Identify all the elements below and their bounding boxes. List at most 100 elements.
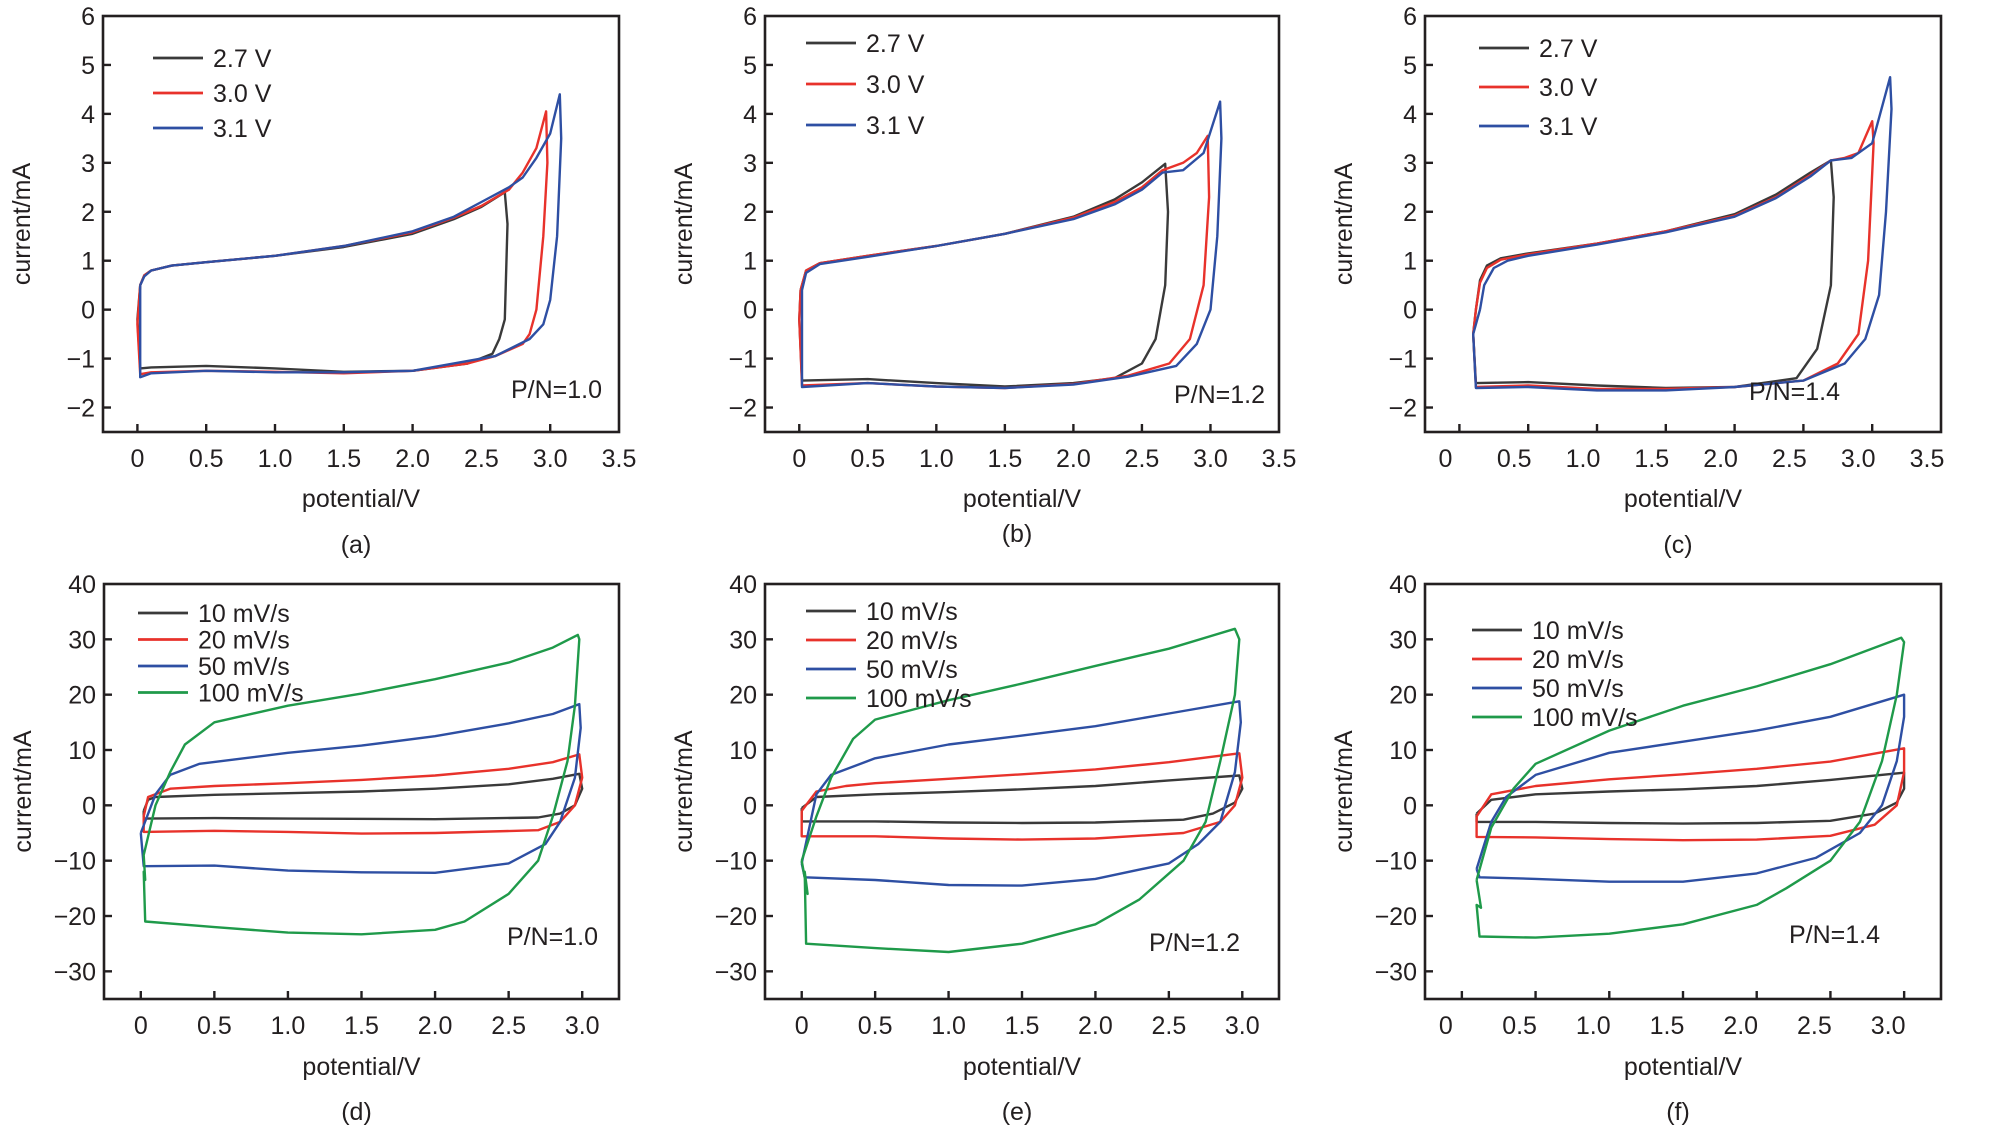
x-tick-label: 1.0 <box>258 445 293 473</box>
series-line-20-mv-s <box>1475 747 1906 842</box>
x-tick-label: 2.5 <box>464 445 499 473</box>
y-tick-label: 30 <box>68 626 96 654</box>
series-line-20-mv-s <box>800 752 1244 841</box>
y-tick-label: 2 <box>81 199 95 227</box>
series-line-100-mv-s <box>1475 636 1906 939</box>
x-tick-label: 3.0 <box>533 445 568 473</box>
series-line-3-1-v <box>1472 76 1893 392</box>
panel-caption: (b) <box>1002 520 1033 548</box>
y-tick-label: −30 <box>1375 958 1417 986</box>
x-axis-title: potential/V <box>963 485 1081 513</box>
legend: 2.7 V 3.0 V 3.1 V <box>153 45 272 143</box>
y-tick-label: 40 <box>1389 571 1417 599</box>
y-tick-label: 2 <box>1403 199 1417 227</box>
x-tick-label: 0.5 <box>850 445 885 473</box>
x-axis-title: potential/V <box>963 1053 1081 1081</box>
series-line-3-0-v <box>1472 120 1875 391</box>
x-axis-title: potential/V <box>302 1053 420 1081</box>
series-line-3-0-v <box>798 134 1211 390</box>
x-tick-label: 2.5 <box>1125 445 1160 473</box>
legend-label: 50 mV/s <box>866 656 958 684</box>
y-tick-label: 6 <box>743 3 757 31</box>
legend-label: 10 mV/s <box>198 600 290 628</box>
y-tick-label: 1 <box>1403 248 1417 276</box>
series-line-50-mv-s <box>139 702 582 874</box>
panel-caption: (d) <box>341 1098 372 1126</box>
y-tick-label: 10 <box>68 737 96 765</box>
y-tick-label: 0 <box>82 792 96 820</box>
series-group <box>136 93 563 379</box>
legend-label: 50 mV/s <box>1532 675 1624 703</box>
y-tick-label: 6 <box>81 3 95 31</box>
y-tick-label: −10 <box>715 848 757 876</box>
series-group <box>800 627 1244 954</box>
series-group <box>139 633 584 936</box>
y-tick-label: 2 <box>743 199 757 227</box>
y-tick-label: −2 <box>728 395 757 423</box>
x-tick-label: 2.5 <box>1151 1012 1186 1040</box>
x-tick-label: 0.5 <box>1497 445 1532 473</box>
legend: 2.7 V 3.0 V 3.1 V <box>1479 35 1598 141</box>
y-tick-label: 0 <box>1403 792 1417 820</box>
legend-label: 20 mV/s <box>1532 646 1624 674</box>
panel-caption: (e) <box>1002 1098 1033 1126</box>
x-tick-label: 1.0 <box>1576 1012 1611 1040</box>
y-tick-label: −2 <box>66 395 95 423</box>
chart-panel-b: 0 0.5 1.0 1.5 2.0 2.5 3.0 3.5 −2 −1 0 1 2 3 4 5 6 potenti… <box>670 3 1296 548</box>
pn-ratio-annotation: P/N=1.0 <box>511 376 602 404</box>
y-tick-label: 4 <box>743 101 757 129</box>
x-tick-label: 0 <box>1438 445 1452 473</box>
x-tick-label: 0 <box>1439 1012 1453 1040</box>
legend-label: 2.7 V <box>866 30 925 58</box>
x-tick-label: 3.5 <box>1910 445 1945 473</box>
legend-label: 100 mV/s <box>866 685 972 713</box>
y-tick-label: −20 <box>715 903 757 931</box>
y-tick-label: 5 <box>743 52 757 80</box>
chart-panel-e: 0 0.5 1.0 1.5 2.0 2.5 3.0 −30 −20 −10 0 10 20 30 40 pot… <box>670 571 1281 1126</box>
legend-label: 10 mV/s <box>1532 617 1624 645</box>
x-tick-label: 3.0 <box>565 1012 600 1040</box>
y-tick-label: 20 <box>1389 682 1417 710</box>
series-line-100-mv-s <box>800 627 1241 954</box>
series-line-3-1-v <box>139 93 563 379</box>
chart-panel-d: 0 0.5 1.0 1.5 2.0 2.5 3.0 −30 −20 −10 0 10 20 30 40 pot… <box>9 571 621 1126</box>
pn-ratio-annotation: P/N=1.0 <box>507 923 598 951</box>
x-tick-label: 1.5 <box>1005 1012 1040 1040</box>
x-tick-label: 2.0 <box>1056 445 1091 473</box>
legend-label: 3.0 V <box>1539 74 1598 102</box>
chart-panel-c: 0 0.5 1.0 1.5 2.0 2.5 3.0 3.5 −2 −1 0 1 2 3 4 5 6 potenti… <box>1330 3 1944 559</box>
panel-caption: (c) <box>1663 531 1692 559</box>
y-tick-label: −10 <box>1375 848 1417 876</box>
series-line-20-mv-s <box>142 753 584 835</box>
plot-frame <box>1423 14 1943 434</box>
y-tick-label: 10 <box>1389 737 1417 765</box>
y-tick-label: 40 <box>68 571 96 599</box>
chart-panel-a: 0 0.5 1.0 1.5 2.0 2.5 3.0 3.5 −2 −1 0 1 2 3 4 5 6 potenti… <box>8 3 636 559</box>
legend-label: 100 mV/s <box>1532 704 1638 732</box>
chart-panel-f: 0 0.5 1.0 1.5 2.0 2.5 3.0 −30 −20 −10 0 10 20 30 40 pot… <box>1330 571 1943 1126</box>
series-line-10-mv-s <box>142 772 584 821</box>
pn-ratio-annotation: P/N=1.2 <box>1174 381 1265 409</box>
legend-label: 20 mV/s <box>198 627 290 655</box>
series-line-100-mv-s <box>142 633 581 936</box>
x-tick-label: 0.5 <box>197 1012 232 1040</box>
legend-label: 3.0 V <box>866 71 925 99</box>
x-tick-label: 1.5 <box>1650 1012 1685 1040</box>
y-axis-title: current/mA <box>1330 163 1358 286</box>
plot-frame <box>101 14 621 434</box>
x-tick-label: 0.5 <box>1502 1012 1537 1040</box>
x-tick-label: 3.0 <box>1225 1012 1260 1040</box>
x-tick-label: 3.0 <box>1871 1012 1906 1040</box>
x-tick-label: 2.5 <box>491 1012 526 1040</box>
legend-label: 50 mV/s <box>198 653 290 681</box>
y-axis-title: current/mA <box>8 163 36 286</box>
legend-label: 3.1 V <box>866 112 925 140</box>
x-tick-label: 3.5 <box>1262 445 1297 473</box>
plot-frame <box>763 14 1281 434</box>
y-tick-label: 20 <box>729 682 757 710</box>
panel-caption: (f) <box>1666 1098 1690 1126</box>
x-tick-label: 1.5 <box>1634 445 1669 473</box>
y-tick-label: 3 <box>81 150 95 178</box>
x-tick-label: 1.0 <box>919 445 954 473</box>
